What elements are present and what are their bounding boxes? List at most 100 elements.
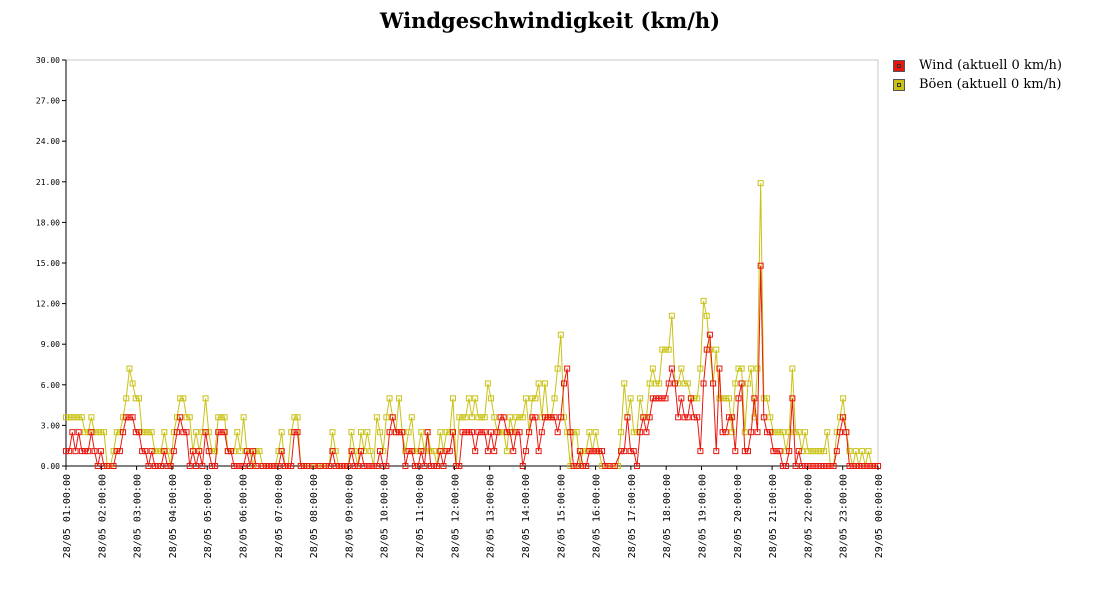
data-point — [250, 448, 257, 455]
data-point — [183, 429, 190, 436]
data-point — [811, 463, 818, 469]
data-point — [465, 429, 472, 436]
data-point — [361, 463, 368, 469]
x-tick-label: 28/05 04:00:00 — [168, 474, 179, 558]
data-point — [687, 395, 694, 402]
data-point — [795, 448, 802, 455]
data-point — [751, 414, 758, 421]
data-point — [503, 429, 510, 436]
data-point — [329, 448, 336, 455]
data-point — [389, 414, 396, 421]
data-point — [522, 448, 529, 455]
data-point — [218, 414, 225, 421]
data-point — [852, 463, 859, 469]
data-point — [449, 395, 456, 402]
data-point — [278, 448, 285, 455]
data-point — [300, 463, 307, 469]
data-point — [836, 414, 843, 421]
y-tick-label: 3.00 — [41, 421, 60, 430]
data-point — [212, 463, 219, 469]
data-point — [199, 463, 206, 469]
data-point — [465, 395, 472, 402]
data-point — [253, 448, 260, 455]
data-point — [583, 463, 590, 469]
data-point — [158, 463, 165, 469]
data-point — [161, 448, 168, 455]
data-point — [694, 395, 701, 402]
data-point — [646, 380, 653, 387]
data-point — [437, 429, 444, 436]
data-point — [399, 429, 406, 436]
data-point — [564, 365, 571, 372]
data-point — [618, 448, 625, 455]
data-point — [291, 429, 298, 436]
data-point — [770, 448, 777, 455]
data-point — [488, 395, 495, 402]
data-point — [158, 448, 165, 455]
data-point — [789, 365, 796, 372]
data-point — [703, 346, 710, 353]
data-point — [846, 448, 853, 455]
data-point — [218, 429, 225, 436]
x-tick-label: 28/05 03:00:00 — [133, 474, 144, 558]
legend-item-gusts: Böen (aktuell 0 km/h) — [893, 75, 1062, 94]
data-point — [418, 448, 425, 455]
data-point — [402, 463, 409, 469]
data-point — [281, 463, 288, 469]
data-point — [291, 414, 298, 421]
data-point — [69, 414, 76, 421]
data-point — [795, 429, 802, 436]
data-point — [871, 463, 878, 469]
y-tick-label: 30.00 — [36, 56, 60, 65]
data-point — [484, 448, 491, 455]
data-point — [595, 448, 602, 455]
data-point — [611, 463, 618, 469]
data-point — [91, 448, 98, 455]
data-point — [738, 380, 745, 387]
data-point — [170, 429, 177, 436]
data-point — [833, 448, 840, 455]
data-point — [491, 448, 498, 455]
data-point — [449, 429, 456, 436]
data-point — [551, 414, 558, 421]
y-tick-label: 24.00 — [36, 137, 60, 146]
data-point — [738, 365, 745, 372]
data-point — [532, 414, 539, 421]
data-point — [189, 448, 196, 455]
data-point — [507, 414, 514, 421]
data-point — [500, 414, 507, 421]
data-point — [475, 429, 482, 436]
data-point — [852, 448, 859, 455]
data-point — [177, 395, 184, 402]
data-point — [627, 395, 634, 402]
data-point — [278, 429, 285, 436]
data-point — [757, 262, 764, 269]
data-point — [789, 395, 796, 402]
chart-title: Windgeschwindigkeit (km/h) — [379, 8, 721, 33]
data-point — [580, 463, 587, 469]
data-point — [827, 463, 834, 469]
data-point — [719, 429, 726, 436]
data-point — [164, 463, 171, 469]
data-point — [240, 414, 247, 421]
data-point — [174, 429, 181, 436]
data-point — [786, 429, 793, 436]
data-point — [446, 429, 453, 436]
data-point — [329, 429, 336, 436]
data-point — [735, 365, 742, 372]
data-point — [129, 380, 136, 387]
data-point — [186, 463, 193, 469]
data-point — [443, 429, 450, 436]
y-tick-label: 12.00 — [36, 300, 60, 309]
data-point — [729, 414, 736, 421]
data-point — [541, 380, 548, 387]
data-point — [697, 448, 704, 455]
data-point — [548, 414, 555, 421]
data-point — [776, 448, 783, 455]
data-point — [332, 448, 339, 455]
y-tick-label: 6.00 — [41, 381, 60, 390]
data-point — [859, 448, 866, 455]
data-point — [859, 463, 866, 469]
data-point — [516, 429, 523, 436]
data-point — [491, 414, 498, 421]
